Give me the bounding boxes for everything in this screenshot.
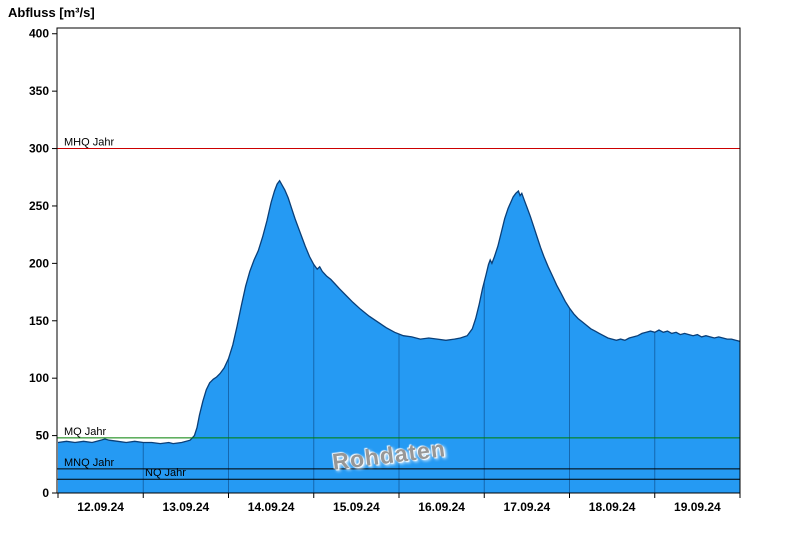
- y-tick-label: 300: [29, 142, 49, 156]
- x-tick-label: 13.09.24: [163, 500, 210, 514]
- reference-line-label: MNQ Jahr: [64, 457, 114, 469]
- y-tick-label: 0: [42, 486, 49, 500]
- discharge-curve: [57, 179, 741, 445]
- x-tick-label: 16.09.24: [418, 500, 465, 514]
- x-tick-label: 17.09.24: [504, 500, 551, 514]
- reference-line-label: NQ Jahr: [145, 467, 186, 479]
- y-axis: 0 50 100 150 200 250 300 350 400: [29, 27, 57, 500]
- reference-line-label: MHQ Jahr: [64, 137, 114, 149]
- x-tick-label: 18.09.24: [589, 500, 636, 514]
- x-tick-label: 12.09.24: [77, 500, 124, 514]
- x-tick-label: 19.09.24: [674, 500, 721, 514]
- y-axis-title: Abfluss [m³/s]: [8, 5, 95, 20]
- x-tick-label: 15.09.24: [333, 500, 380, 514]
- y-tick-label: 150: [29, 314, 49, 328]
- y-tick-label: 350: [29, 84, 49, 98]
- y-tick-label: 200: [29, 256, 49, 270]
- y-tick-label: 50: [36, 429, 50, 443]
- y-tick-label: 100: [29, 371, 49, 385]
- y-tick-label: 400: [29, 27, 49, 41]
- reference-line-label: MQ Jahr: [64, 426, 107, 438]
- x-tick-label: 14.09.24: [248, 500, 295, 514]
- x-axis: 12.09.24 13.09.24 14.09.24 15.09.24 16.09.24…: [57, 493, 741, 514]
- reference-lines: MHQ Jahr MQ Jahr MNQ Jahr NQ Jahr: [57, 137, 740, 480]
- y-tick-label: 250: [29, 199, 49, 213]
